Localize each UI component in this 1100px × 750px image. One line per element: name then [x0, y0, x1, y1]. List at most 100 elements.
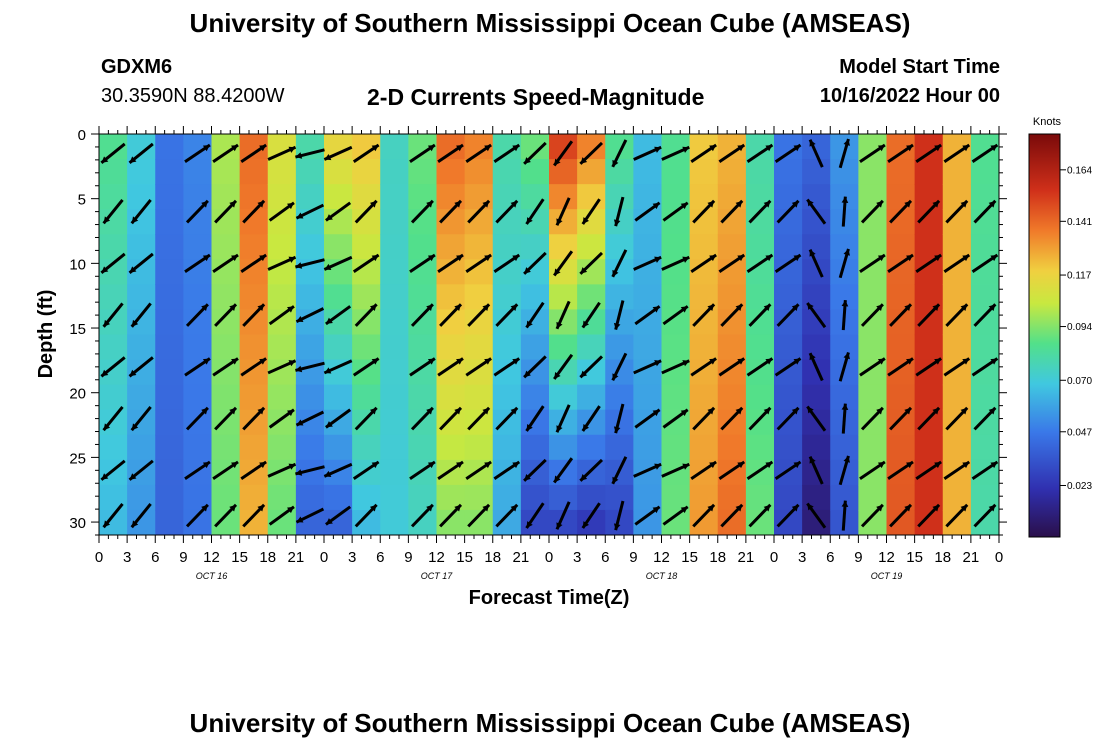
heat-cell [914, 159, 944, 185]
current-vector [268, 305, 295, 326]
heat-cell [211, 159, 241, 185]
x-tick-label: 3 [798, 549, 806, 566]
current-vector [613, 196, 625, 227]
heat-cell [267, 134, 297, 160]
x-axis: 0 3 6 9 12 15 18 21 0 3 6 9 12 15 18 21 0 3 6 9 12 15 18 21 0 3 6 9… [95, 126, 1003, 581]
heat-cell [802, 334, 831, 361]
x-tick-label: 0 [770, 549, 778, 566]
heat-cell [633, 234, 663, 260]
heat-cell [577, 184, 606, 210]
heat-cell [211, 409, 241, 436]
current-vector [437, 460, 464, 480]
current-vector [102, 405, 124, 432]
heat-cell [774, 434, 803, 461]
heat-cell [549, 334, 578, 361]
heat-cell [267, 409, 297, 436]
heat-cell [295, 334, 325, 361]
heat-cell [155, 209, 184, 235]
heat-cell [970, 159, 999, 185]
y-tick-label: 0 [78, 127, 86, 144]
x-tick-label: 0 [320, 549, 328, 566]
heat-cell [324, 159, 353, 185]
heat-cell [549, 434, 578, 461]
current-vector [746, 460, 774, 480]
current-vector [100, 252, 126, 274]
x-tick-label: 15 [456, 549, 473, 566]
heat-cell [549, 159, 578, 185]
colorbar-tick-label: 0.094 [1067, 322, 1092, 333]
current-vector [917, 303, 941, 327]
current-vector [889, 199, 913, 224]
current-vector [661, 359, 690, 375]
current-vector [212, 253, 239, 273]
heat-cell [717, 409, 747, 436]
heat-cell [577, 359, 606, 386]
current-vector [889, 406, 913, 431]
heat-cell [745, 184, 775, 210]
heat-cell [577, 234, 606, 260]
current-vector [692, 503, 716, 528]
current-vector [917, 199, 941, 224]
current-vector [212, 357, 239, 377]
current-vector [692, 406, 716, 431]
current-vector [439, 303, 463, 327]
heat-cell [689, 384, 719, 411]
heat-cell [577, 484, 606, 511]
heat-cell [605, 159, 634, 185]
heat-cell [886, 159, 916, 185]
current-vector [184, 253, 211, 273]
current-vector [525, 405, 545, 432]
heat-cell [155, 234, 184, 260]
current-vector [971, 460, 999, 480]
current-vector [838, 352, 850, 382]
x-tick-label: 12 [428, 549, 445, 566]
heat-cell [380, 184, 409, 210]
heat-cell [605, 384, 634, 411]
current-vector [354, 503, 378, 528]
heat-cell [436, 409, 466, 436]
current-vector [806, 502, 827, 529]
current-vector [748, 199, 772, 224]
colorbar-gradient [1028, 133, 1061, 538]
heat-cell [914, 384, 944, 411]
heat-cell [605, 334, 634, 361]
heat-cell [127, 159, 156, 185]
current-vector [776, 303, 800, 327]
heat-cell [858, 384, 888, 411]
y-tick-label: 20 [69, 386, 86, 403]
current-vector [553, 353, 574, 380]
heat-cell [352, 409, 381, 436]
heat-cell [99, 284, 128, 311]
heat-cell [183, 334, 213, 361]
colorbar-tick-label: 0.023 [1067, 481, 1092, 492]
heat-cell [127, 484, 156, 511]
heat-cell [661, 409, 691, 436]
heat-cell [127, 409, 156, 436]
current-vector [860, 303, 884, 327]
heat-cell [380, 159, 409, 185]
current-vector [523, 251, 547, 275]
chart-subtitle: 2-D Currents Speed-Magnitude [367, 84, 705, 110]
current-vector [240, 357, 267, 377]
heat-cell [577, 434, 606, 461]
heat-cell [633, 134, 663, 160]
current-vector [718, 357, 746, 377]
current-vector [915, 143, 942, 164]
heat-cell [886, 384, 916, 411]
current-vector [295, 361, 325, 373]
current-vector [581, 502, 601, 529]
heat-cell [239, 159, 269, 185]
current-vector [100, 356, 126, 378]
heat-cell [183, 409, 213, 436]
heat-cell [717, 434, 747, 461]
date-label: OCT 18 [646, 571, 678, 581]
current-vector [692, 303, 716, 327]
heat-cell [127, 384, 156, 411]
x-tick-label: 18 [709, 549, 726, 566]
current-vectors [100, 138, 999, 531]
heat-cell [239, 409, 269, 436]
heat-cell [914, 184, 944, 210]
current-vector [268, 505, 295, 526]
current-vector [437, 357, 464, 377]
current-vector [493, 357, 521, 377]
